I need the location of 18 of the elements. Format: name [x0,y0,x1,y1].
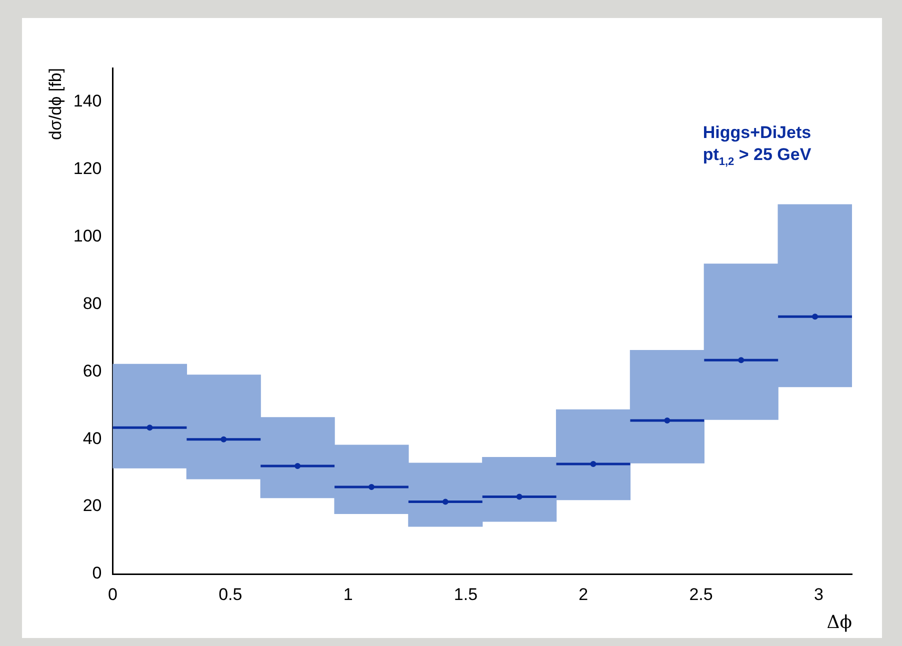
annotation: Higgs+DiJets [702,123,812,142]
x-tick-label: 3 [814,584,824,604]
x-tick-label: 0 [108,584,118,604]
y-tick-label: 120 [73,158,102,178]
x-tick-label: 2 [578,584,588,604]
y-axis-title: dσ/dϕ [fb] [46,68,65,140]
y-tick-label: 20 [82,496,102,516]
y-tick-label: 100 [73,226,102,246]
x-tick-label: 1.5 [454,584,478,604]
y-tick-label: 40 [82,428,102,448]
y-tick-label: 80 [82,294,102,313]
x-tick-label: 1 [343,584,353,604]
x-tick-label: 2.5 [689,584,713,604]
x-axis-title: Δϕ [826,612,852,633]
y-tick-label: 60 [82,361,102,380]
y-tick-label: 0 [92,564,102,583]
x-tick-label: 0.5 [218,584,242,604]
y-tick-label: 140 [73,91,102,110]
